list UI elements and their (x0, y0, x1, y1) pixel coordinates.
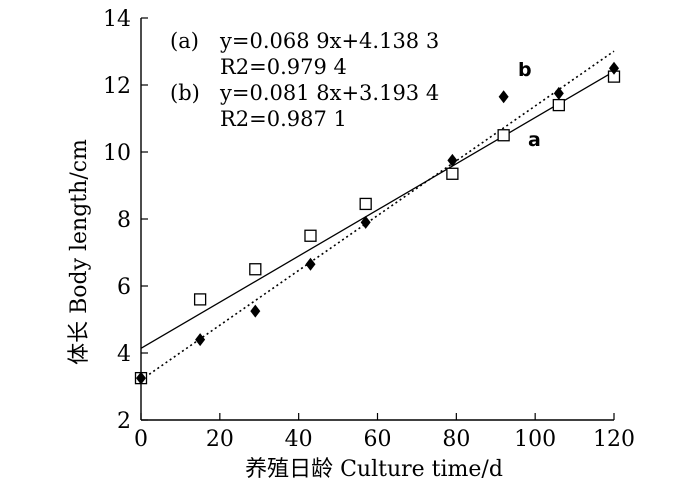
fit-line-a (140, 70, 615, 349)
equation-a-prefix: (a) (170, 29, 199, 53)
fit-equations: (a) y=0.068 9x+4.138 3 R2=0.979 4 (b) y=… (170, 29, 439, 131)
point-series-b (498, 90, 509, 104)
y-tick-label: 2 (117, 409, 131, 434)
point-series-b (553, 86, 564, 100)
y-tick-label: 6 (117, 275, 131, 300)
point-series-a (446, 167, 459, 180)
x-tick-label: 60 (364, 427, 392, 452)
equation-a: y=0.068 9x+4.138 3 (219, 29, 439, 53)
point-series-b (447, 153, 458, 167)
series-a-label: a (528, 129, 541, 151)
point-series-a (249, 263, 262, 276)
axes (140, 18, 614, 421)
x-tick-label: 20 (206, 427, 234, 452)
point-series-b (195, 333, 206, 347)
point-series-b (250, 304, 261, 318)
r2-a: R2=0.979 4 (220, 55, 347, 79)
fit-lines (140, 50, 615, 381)
equation-b-prefix: (b) (170, 81, 200, 105)
y-tick-label: 8 (117, 208, 131, 233)
r2-b: R2=0.987 1 (220, 107, 347, 131)
point-series-a (193, 293, 207, 306)
point-series-b (609, 61, 619, 75)
point-series-b (305, 257, 316, 271)
fit-line-b (140, 50, 615, 381)
x-tick-label: 80 (442, 427, 470, 452)
x-tick-label: 0 (134, 427, 148, 452)
point-series-b (360, 215, 371, 229)
point-series-a (552, 98, 565, 112)
y-tick-label: 10 (103, 141, 131, 166)
series-b-label: b (518, 59, 532, 81)
y-tick-label: 4 (117, 342, 131, 367)
y-tick-label: 12 (103, 74, 131, 99)
x-axis-label: 养殖日龄 Culture time/d (245, 457, 503, 482)
y-axis-label: 体长 Body length/cm (67, 139, 92, 365)
point-series-a (304, 229, 317, 242)
point-series-a (359, 197, 372, 211)
x-tick-label: 100 (514, 427, 556, 452)
ticks: 2 4 6 8 10 12 14 0 20 40 60 80 100 120 (103, 7, 635, 452)
equation-b: y=0.081 8x+3.193 4 (219, 81, 439, 105)
x-tick-label: 40 (285, 427, 313, 452)
x-tick-label: 120 (593, 427, 635, 452)
point-series-a (497, 129, 510, 142)
y-tick-label: 14 (103, 7, 131, 32)
data-markers (134, 61, 621, 385)
